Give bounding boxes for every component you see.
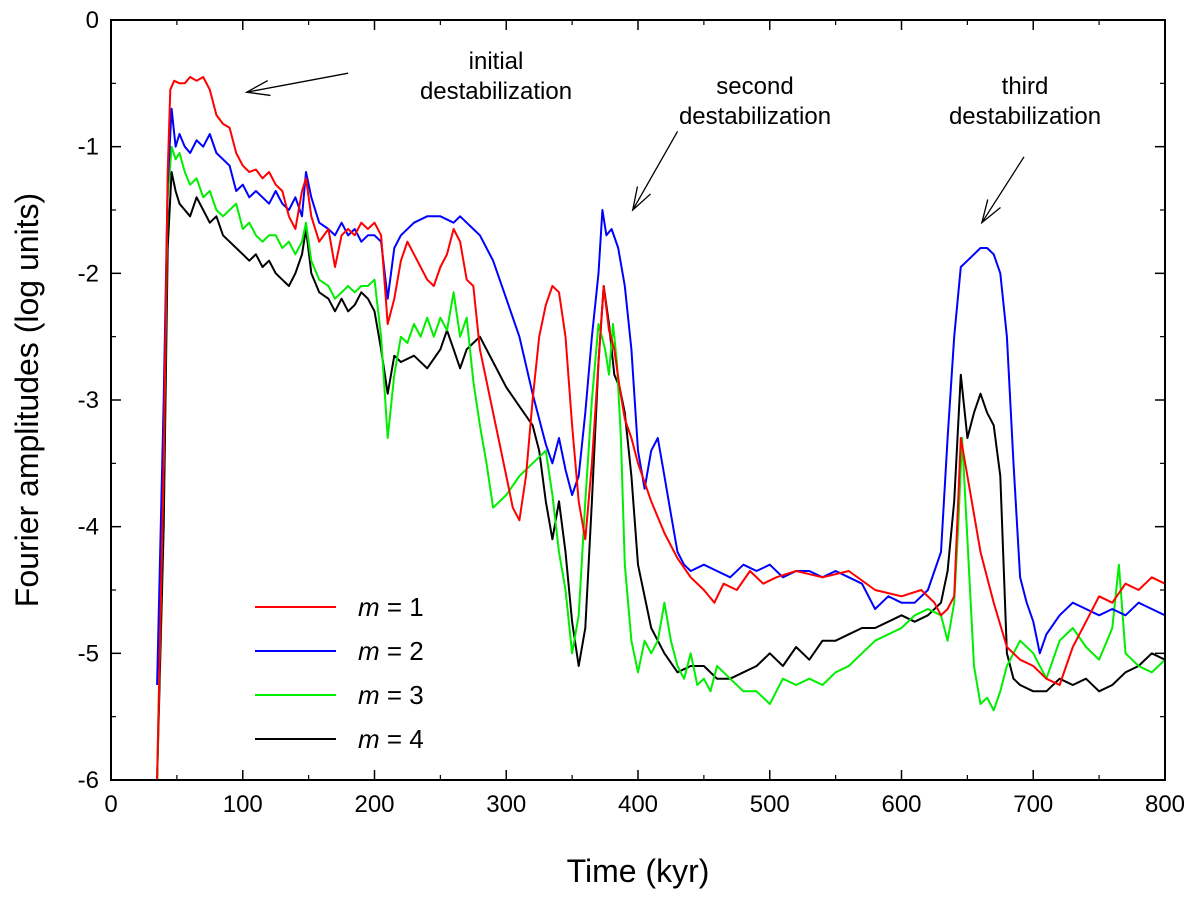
legend: m = 1 m = 2 m = 3 m = 4 xyxy=(255,592,424,754)
legend-label-m2: m = 2 xyxy=(358,636,424,666)
annotation-text: third destabilization xyxy=(949,73,1101,130)
series-line-m2 xyxy=(156,107,1165,686)
y-tick-label: -2 xyxy=(78,260,99,287)
annotation-text: initial destabilization xyxy=(420,48,572,105)
y-tick-label: -6 xyxy=(78,767,99,794)
legend-label-m4: m = 4 xyxy=(358,724,424,754)
series-layer xyxy=(156,76,1165,780)
x-tick-label: 700 xyxy=(1013,791,1053,818)
annotation-arrowhead xyxy=(244,80,271,97)
x-tick-label: 0 xyxy=(104,791,117,818)
y-tick-label: -3 xyxy=(78,387,99,414)
x-tick-label: 500 xyxy=(750,791,790,818)
annotation-arrow xyxy=(981,156,1025,224)
x-axis-title: Time (kyr) xyxy=(567,853,710,889)
annotation-text: second destabilization xyxy=(679,73,831,130)
x-tick-label: 800 xyxy=(1145,791,1185,818)
annotation-arrowhead xyxy=(980,199,1001,225)
series-line-m3 xyxy=(156,145,1165,780)
y-tick-label: -4 xyxy=(78,514,99,541)
y-axis-title: Fourier amplitudes (log units) xyxy=(9,193,45,607)
x-tick-label: 100 xyxy=(223,791,263,818)
annotations: initial destabilization second destabilizat… xyxy=(244,48,1101,225)
annotation-arrow xyxy=(246,72,349,93)
legend-label-m3: m = 3 xyxy=(358,680,424,710)
series-line-m1 xyxy=(156,76,1165,780)
series-line-m4 xyxy=(156,171,1165,780)
y-tick-label: -1 xyxy=(78,134,99,161)
x-tick-label: 600 xyxy=(881,791,921,818)
x-tick-label: 200 xyxy=(354,791,394,818)
annotation-arrowhead xyxy=(631,186,652,212)
annotation-arrow xyxy=(632,131,679,211)
y-tick-label: 0 xyxy=(86,7,99,34)
legend-label-m1: m = 1 xyxy=(358,592,424,622)
x-tick-label: 400 xyxy=(618,791,658,818)
y-tick-label: -5 xyxy=(78,640,99,667)
x-tick-label: 300 xyxy=(486,791,526,818)
axis-ticks: 0 100 200 300 400 500 600 700 800 0 -1 -2 -3 -4 -5 -6 xyxy=(78,7,1185,818)
